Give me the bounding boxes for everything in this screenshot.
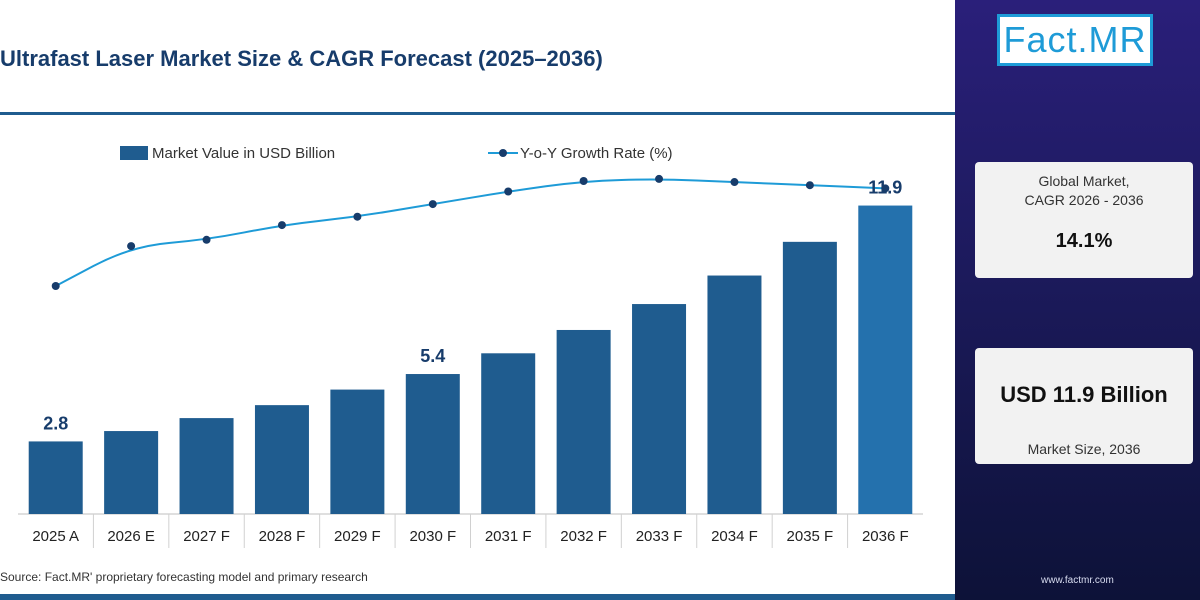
x-tick-label-1: 2026 E: [107, 528, 155, 545]
growth-point-9: [730, 178, 739, 187]
bar-8: [632, 304, 687, 514]
bar-3: [254, 405, 309, 514]
growth-point-5: [428, 200, 437, 209]
market-size-label: Market Size, 2036: [1027, 441, 1141, 457]
bar-2: [179, 418, 234, 514]
x-tick-label-3: 2028 F: [259, 528, 306, 545]
data-label-11: 11.9: [868, 178, 902, 198]
market-size-value: USD 11.9 Billion: [1000, 382, 1168, 407]
market-size-card: USD 11.9 Billion Market Size, 2036: [975, 348, 1193, 464]
x-tick-label-6: 2031 F: [485, 528, 532, 545]
bar-7: [556, 329, 611, 514]
x-tick-label-5: 2030 F: [409, 528, 456, 545]
growth-point-11: [881, 184, 890, 193]
x-tick-label-4: 2029 F: [334, 528, 381, 545]
growth-point-0: [51, 282, 60, 290]
bar-9: [707, 275, 762, 514]
source-note: Source: Fact.MR' proprietary forecasting…: [0, 570, 368, 584]
data-label-0: 2.8: [43, 413, 68, 433]
growth-point-4: [353, 212, 362, 221]
bar-0: [28, 441, 83, 514]
chart-title: Ultrafast Laser Market Size & CAGR Forec…: [0, 46, 603, 71]
cagr-value: 14.1%: [1055, 230, 1113, 252]
side-panel: Fact.MR Global Market, CAGR 2026 - 2036 …: [955, 0, 1200, 600]
growth-point-8: [655, 174, 664, 183]
legend-item-growth-rate: Y-o-Y Growth Rate (%): [488, 143, 673, 163]
cagr-label-line1: Global Market,: [1038, 173, 1130, 189]
bar-5: [405, 374, 460, 514]
website-link[interactable]: www.factmr.com: [1041, 575, 1114, 586]
legend-line-swatch: [488, 146, 518, 160]
logo-text: Fact.MR: [1003, 19, 1147, 60]
x-tick-label-7: 2032 F: [560, 528, 607, 545]
legend-line-label: Y-o-Y Growth Rate (%): [520, 144, 673, 162]
growth-point-7: [579, 177, 588, 185]
cagr-card: Global Market, CAGR 2026 - 2036 14.1%: [975, 162, 1193, 278]
growth-point-2: [202, 235, 211, 244]
combo-chart: 2025 A 2026 E 2027 F 2028 F 2029 F 2030 F 2031…: [18, 174, 923, 548]
x-tick-label-11: 2036 F: [862, 528, 909, 545]
legend-bar-swatch: [120, 146, 148, 160]
growth-point-6: [504, 187, 513, 196]
bottom-divider: [0, 594, 955, 600]
bar-4: [330, 389, 385, 514]
main-panel: Ultrafast Laser Market Size & CAGR Forec…: [0, 46, 955, 600]
x-tick-label-0: 2025 A: [32, 528, 79, 545]
legend-bar-label: Market Value in USD Billion: [152, 144, 336, 162]
bar-6: [481, 353, 536, 514]
growth-point-10: [805, 181, 814, 190]
title-divider: [0, 112, 955, 115]
bar-10: [782, 241, 837, 514]
x-tick-label-10: 2035 F: [787, 528, 834, 545]
growth-point-1: [127, 242, 136, 251]
cagr-label-line2: CAGR 2026 - 2036: [1024, 192, 1144, 208]
growth-line: [55, 178, 886, 287]
bar-11: [858, 205, 913, 514]
growth-point-3: [277, 221, 286, 230]
data-label-5: 5.4: [420, 346, 445, 366]
x-tick-label-8: 2033 F: [636, 528, 683, 545]
x-tick-label-9: 2034 F: [711, 528, 758, 545]
legend-item-market-value: Market Value in USD Billion: [120, 143, 335, 163]
factmr-logo: Fact.MR: [997, 14, 1153, 66]
cagr-label: Global Market, CAGR 2026 - 2036: [975, 172, 1193, 210]
bar-1: [104, 431, 159, 514]
x-tick-label-2: 2027 F: [183, 528, 230, 545]
